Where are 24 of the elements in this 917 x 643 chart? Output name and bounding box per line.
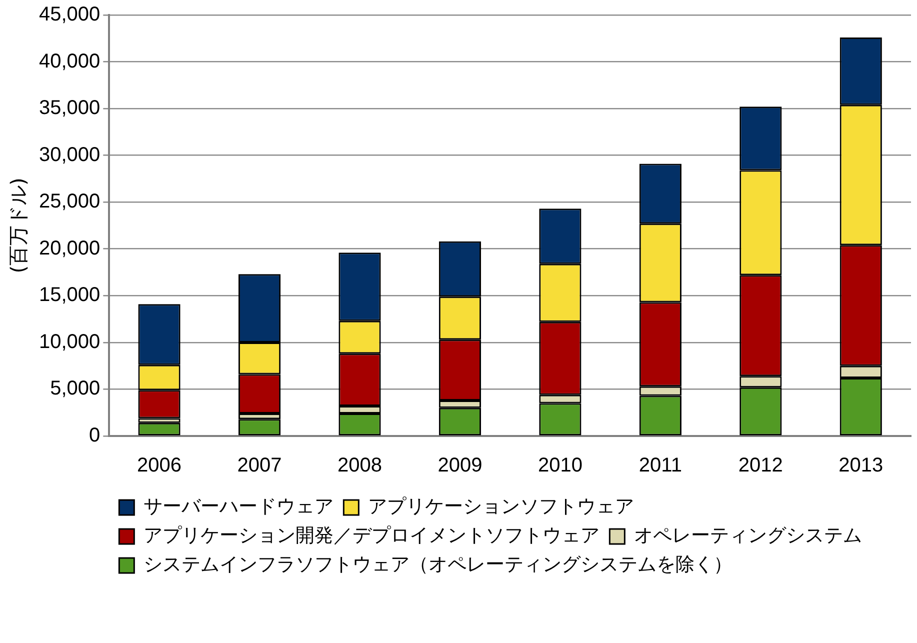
legend-label: システムインフラソフトウェア（オペレーティングシステムを除く） — [144, 553, 733, 576]
legend-label: サーバーハードウェア — [144, 495, 334, 518]
x-tick-label: 2012 — [738, 454, 783, 477]
y-tick-label: 15,000 — [39, 284, 100, 306]
legend-label: アプリケーション開発／デプロイメントソフトウェア — [144, 524, 600, 546]
x-tick-label: 2008 — [337, 454, 382, 477]
y-tick-label: 5,000 — [50, 378, 100, 400]
x-tick-label: 2006 — [137, 454, 182, 477]
y-tick-label: 30,000 — [39, 144, 100, 166]
y-tick-label: 10,000 — [39, 330, 100, 353]
x-tick-label: 2011 — [638, 454, 682, 477]
y-tick-label: 25,000 — [39, 190, 100, 213]
x-tick-label: 2007 — [237, 454, 282, 477]
x-tick-label: 2009 — [438, 454, 482, 477]
x-tick-label: 2013 — [838, 454, 884, 477]
x-tick-label: 2010 — [538, 454, 582, 477]
y-tick-label: 35,000 — [39, 97, 100, 120]
legend-label: オペレーティングシステム — [634, 524, 862, 546]
y-tick-label: 40,000 — [39, 50, 100, 72]
legend-label: アプリケーションソフトウェア — [368, 495, 634, 518]
y-tick-label: 45,000 — [39, 4, 100, 26]
y-tick-label: 0 — [89, 424, 100, 447]
y-tick-label: 20,000 — [39, 237, 100, 260]
y-axis-title: (百万ドル) — [6, 178, 30, 274]
